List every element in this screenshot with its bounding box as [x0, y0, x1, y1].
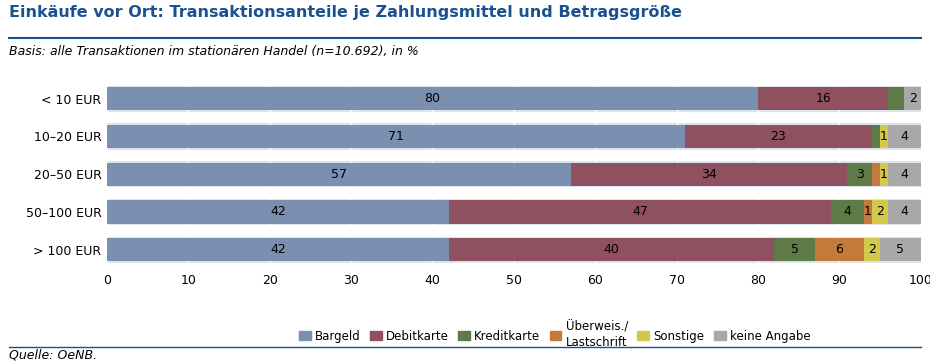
Text: 2: 2: [868, 243, 876, 256]
Bar: [107, 123, 921, 150]
Bar: [888, 200, 921, 224]
Text: Einkäufe vor Ort: Transaktionsanteile je Zahlungsmittel und Betragsgröße: Einkäufe vor Ort: Transaktionsanteile je…: [9, 5, 683, 20]
Bar: [107, 161, 921, 187]
Bar: [774, 238, 815, 261]
Text: 1: 1: [880, 168, 888, 181]
Bar: [904, 87, 921, 110]
Bar: [107, 200, 448, 224]
Bar: [107, 238, 448, 261]
Text: 80: 80: [424, 92, 441, 105]
Bar: [880, 238, 921, 261]
Text: 34: 34: [701, 168, 717, 181]
Bar: [758, 87, 888, 110]
Text: 40: 40: [604, 243, 619, 256]
Text: Quelle: OeNB.: Quelle: OeNB.: [9, 348, 98, 361]
Bar: [684, 125, 871, 148]
Bar: [448, 238, 774, 261]
Text: 6: 6: [835, 243, 844, 256]
Text: 1: 1: [864, 205, 871, 219]
Bar: [888, 87, 904, 110]
Bar: [107, 237, 921, 263]
Text: 4: 4: [900, 168, 909, 181]
Bar: [871, 200, 888, 224]
Bar: [107, 125, 684, 148]
Text: 1: 1: [880, 130, 888, 143]
Text: 16: 16: [816, 92, 830, 105]
Text: 2: 2: [876, 205, 884, 219]
Text: 47: 47: [632, 205, 648, 219]
Text: 57: 57: [331, 168, 347, 181]
Bar: [864, 200, 872, 224]
Bar: [448, 200, 831, 224]
Text: Basis: alle Transaktionen im stationären Handel (n=10.692), in %: Basis: alle Transaktionen im stationären…: [9, 45, 419, 58]
Text: 2: 2: [909, 92, 916, 105]
Bar: [107, 86, 921, 112]
Text: 4: 4: [844, 205, 851, 219]
Bar: [107, 163, 571, 186]
Text: 5: 5: [897, 243, 904, 256]
Bar: [871, 163, 880, 186]
Bar: [888, 163, 921, 186]
Bar: [888, 125, 921, 148]
Bar: [107, 87, 758, 110]
Bar: [880, 163, 888, 186]
Text: 3: 3: [856, 168, 864, 181]
Bar: [864, 238, 880, 261]
Text: 42: 42: [270, 205, 286, 219]
Bar: [571, 163, 847, 186]
Text: 5: 5: [790, 243, 799, 256]
Bar: [815, 238, 864, 261]
Bar: [847, 163, 871, 186]
Text: 71: 71: [388, 130, 404, 143]
Text: 23: 23: [770, 130, 786, 143]
Text: 42: 42: [270, 243, 286, 256]
Bar: [871, 125, 880, 148]
Text: 4: 4: [900, 205, 909, 219]
Bar: [831, 200, 864, 224]
Bar: [880, 125, 888, 148]
Text: 4: 4: [900, 130, 909, 143]
Bar: [107, 199, 921, 225]
Legend: Bargeld, Debitkarte, Kreditkarte, Überweis./
Lastschrift, Sonstige, keine Angabe: Bargeld, Debitkarte, Kreditkarte, Überwe…: [294, 316, 815, 354]
